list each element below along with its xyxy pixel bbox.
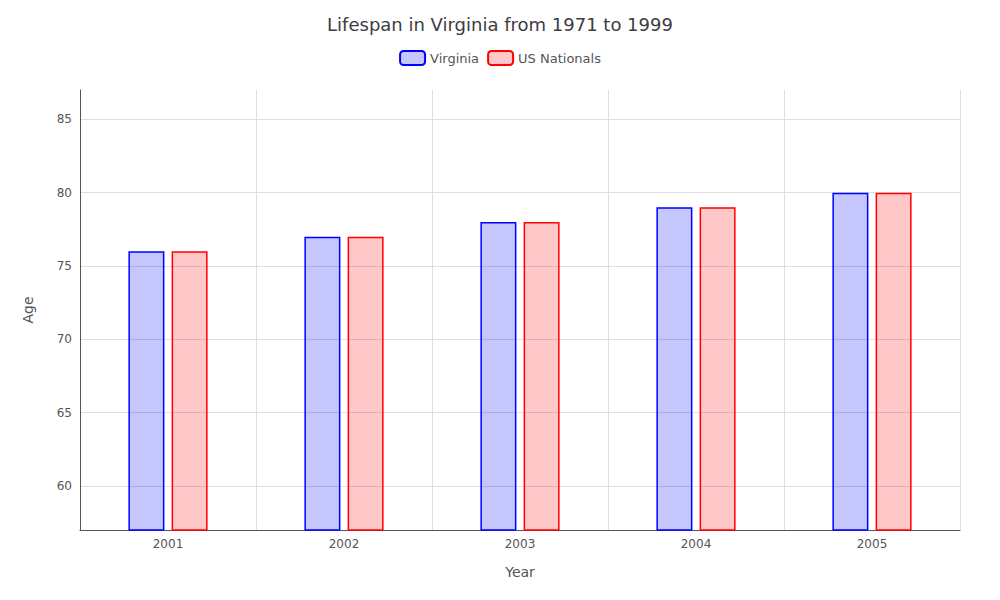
svg-text:70: 70 <box>57 332 72 346</box>
svg-text:2001: 2001 <box>153 537 184 551</box>
svg-text:Age: Age <box>20 296 36 323</box>
svg-text:80: 80 <box>57 186 72 200</box>
svg-text:Lifespan in Virginia from 1971: Lifespan in Virginia from 1971 to 1999 <box>327 14 673 35</box>
svg-text:2004: 2004 <box>681 537 712 551</box>
svg-text:Year: Year <box>504 564 535 580</box>
svg-text:Virginia: Virginia <box>430 51 479 66</box>
svg-text:US Nationals: US Nationals <box>518 51 601 66</box>
svg-text:75: 75 <box>57 259 72 273</box>
svg-text:2005: 2005 <box>857 537 888 551</box>
svg-text:2002: 2002 <box>329 537 360 551</box>
svg-text:60: 60 <box>57 479 72 493</box>
svg-text:65: 65 <box>57 406 72 420</box>
svg-text:85: 85 <box>57 112 72 126</box>
svg-text:2003: 2003 <box>505 537 536 551</box>
